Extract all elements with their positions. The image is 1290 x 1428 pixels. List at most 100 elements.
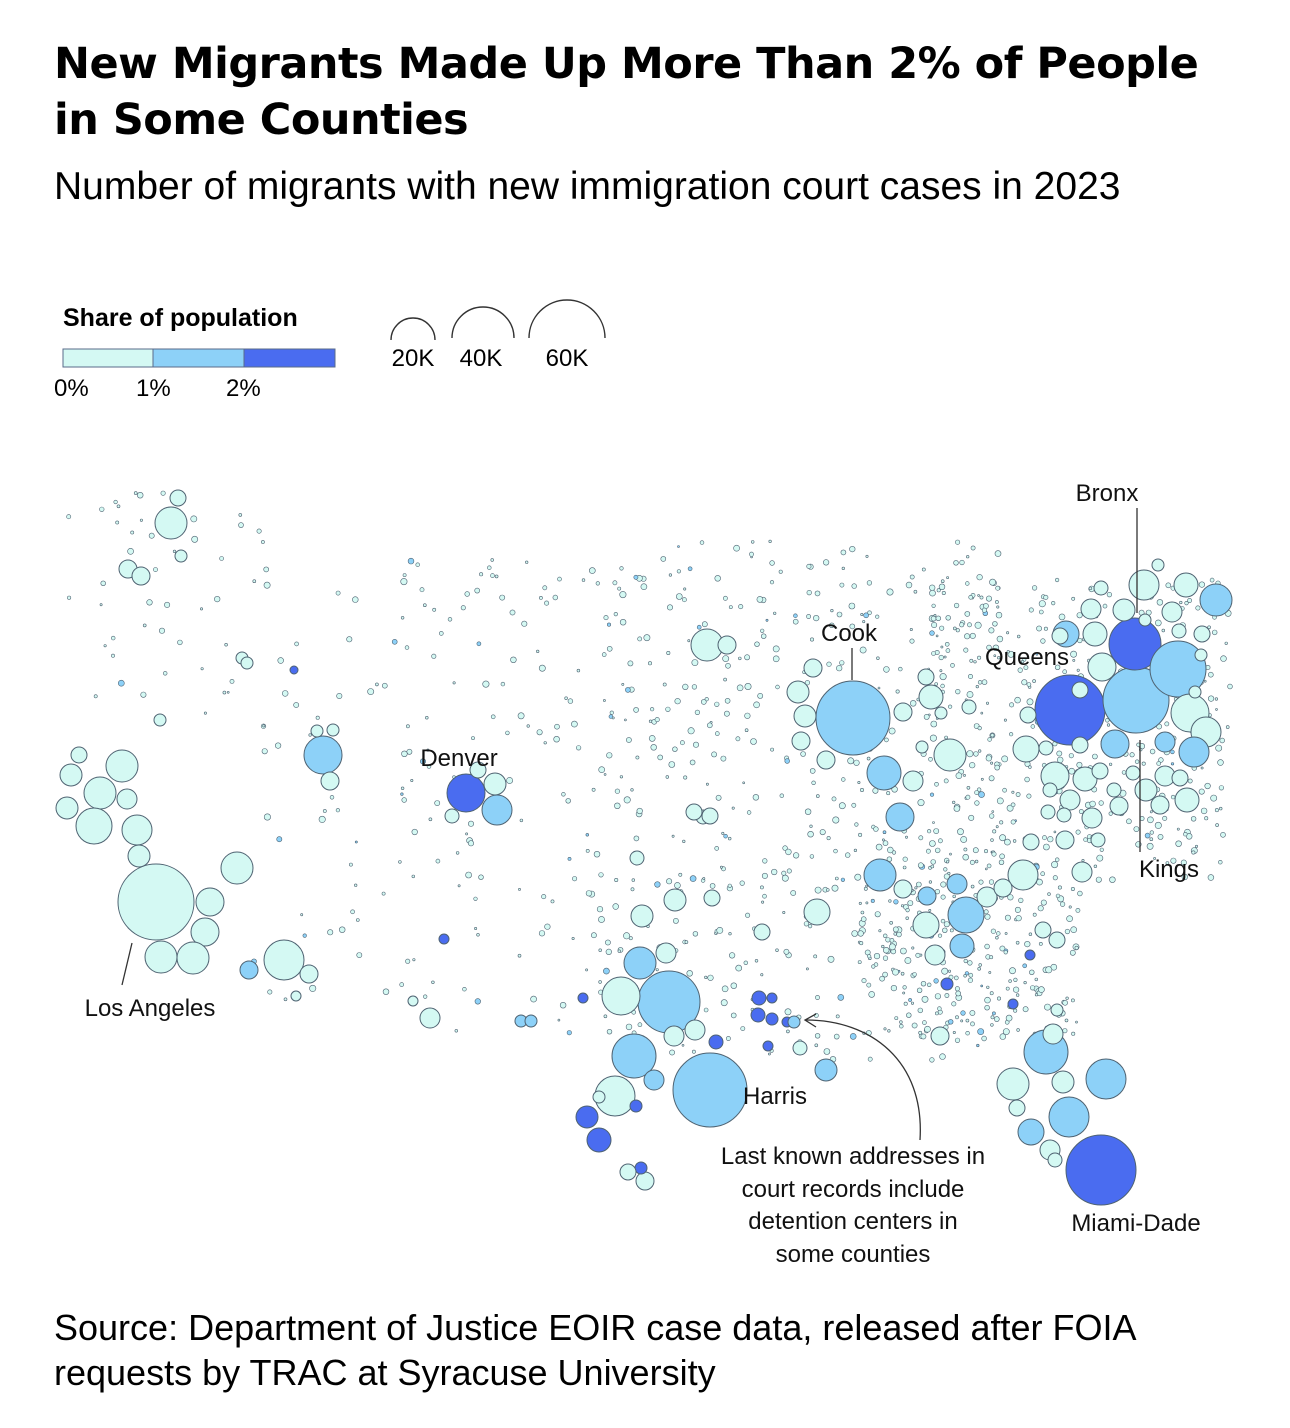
county-dot [603, 773, 607, 776]
county-bubble [1128, 569, 1160, 601]
county-dot [139, 518, 143, 522]
county-dot [921, 995, 929, 1003]
annotation-arrowhead [803, 1013, 817, 1028]
county-dot [354, 840, 358, 844]
county-dot [938, 583, 946, 590]
county-dot [660, 556, 667, 562]
county-dot [1055, 893, 1061, 899]
county-dot [973, 660, 977, 664]
county-bubble [1042, 782, 1058, 798]
county-dot [252, 579, 257, 584]
county-dot [1071, 998, 1075, 1003]
county-dot [768, 1052, 771, 1056]
county-bubble [1007, 998, 1019, 1010]
county-bubble [915, 740, 929, 754]
county-bubble [816, 750, 836, 770]
county-dot [929, 630, 935, 636]
county-dot [858, 832, 863, 837]
county-dot [411, 828, 418, 836]
county-dot [906, 1012, 912, 1018]
label-cook: Cook [821, 620, 878, 647]
county-dot [335, 808, 341, 813]
county-dot [1141, 761, 1146, 766]
county-bubble [105, 749, 139, 783]
county-dot [300, 913, 304, 917]
county-dot [874, 911, 881, 918]
county-dot [969, 762, 976, 769]
county-dot [912, 972, 917, 977]
county-dot [921, 567, 926, 572]
county-dot [425, 715, 429, 720]
county-dot [964, 611, 971, 617]
annotation-line-4: some counties [776, 1241, 931, 1268]
county-dot [707, 974, 714, 981]
county-bubble [793, 704, 817, 728]
county-dot [905, 835, 908, 839]
county-dot [1210, 794, 1218, 802]
county-dot [779, 793, 784, 798]
county-dot [819, 829, 826, 836]
county-bubble [703, 889, 721, 907]
county-dot [1095, 876, 1102, 883]
county-dot [683, 775, 688, 780]
county-dot [858, 901, 862, 905]
county-dot [637, 636, 643, 642]
county-dot [226, 690, 230, 694]
county-dot [893, 899, 899, 905]
county-dot [142, 623, 147, 628]
county-dot [940, 918, 946, 924]
county-dot [631, 878, 635, 882]
county-dot [630, 788, 634, 792]
county-dot [882, 933, 888, 938]
county-dot [1002, 1028, 1010, 1035]
county-dot [750, 540, 755, 544]
county-bubble [863, 858, 897, 892]
county-dot [1013, 977, 1018, 983]
county-dot [915, 952, 921, 958]
county-dot [996, 635, 1004, 643]
county-bubble [144, 940, 178, 974]
county-dot [731, 806, 735, 810]
county-dot [760, 633, 767, 639]
county-bubble [762, 1040, 774, 1052]
county-dot [775, 948, 779, 952]
county-bubble [419, 1007, 441, 1029]
county-dot [630, 887, 635, 892]
county-dot [992, 829, 997, 834]
county-dot [930, 859, 936, 865]
county-dot [894, 1016, 899, 1021]
county-dot [536, 729, 543, 736]
county-dot [957, 828, 964, 836]
county-dot [1215, 708, 1218, 711]
county-dot [967, 622, 972, 628]
county-dot [724, 710, 730, 717]
county-dot [1198, 581, 1205, 588]
county-dot [977, 725, 982, 731]
county-dot [987, 737, 992, 742]
county-dot [335, 590, 341, 596]
county-dot [662, 682, 667, 687]
county-dot [490, 573, 495, 578]
county-dot [933, 614, 937, 617]
county-dot [879, 975, 885, 982]
county-dot [738, 604, 744, 610]
county-bubble [866, 755, 902, 791]
county-bubble [663, 1025, 685, 1047]
county-dot [322, 809, 327, 813]
county-dot [866, 954, 872, 959]
county-dot [606, 752, 613, 759]
county-dot [1004, 932, 1008, 935]
county-dot [598, 766, 606, 774]
county-dot [1075, 908, 1081, 913]
county-dot [1003, 950, 1008, 955]
county-dot [716, 927, 724, 934]
county-dot [1013, 1008, 1018, 1013]
county-bubble [469, 761, 487, 779]
county-dot [813, 954, 818, 959]
county-bubble [438, 933, 450, 945]
county-dot [1036, 625, 1042, 632]
county-dot [804, 680, 811, 686]
county-bubble [586, 1127, 612, 1153]
county-dot [973, 751, 979, 757]
county-dot [714, 575, 721, 582]
